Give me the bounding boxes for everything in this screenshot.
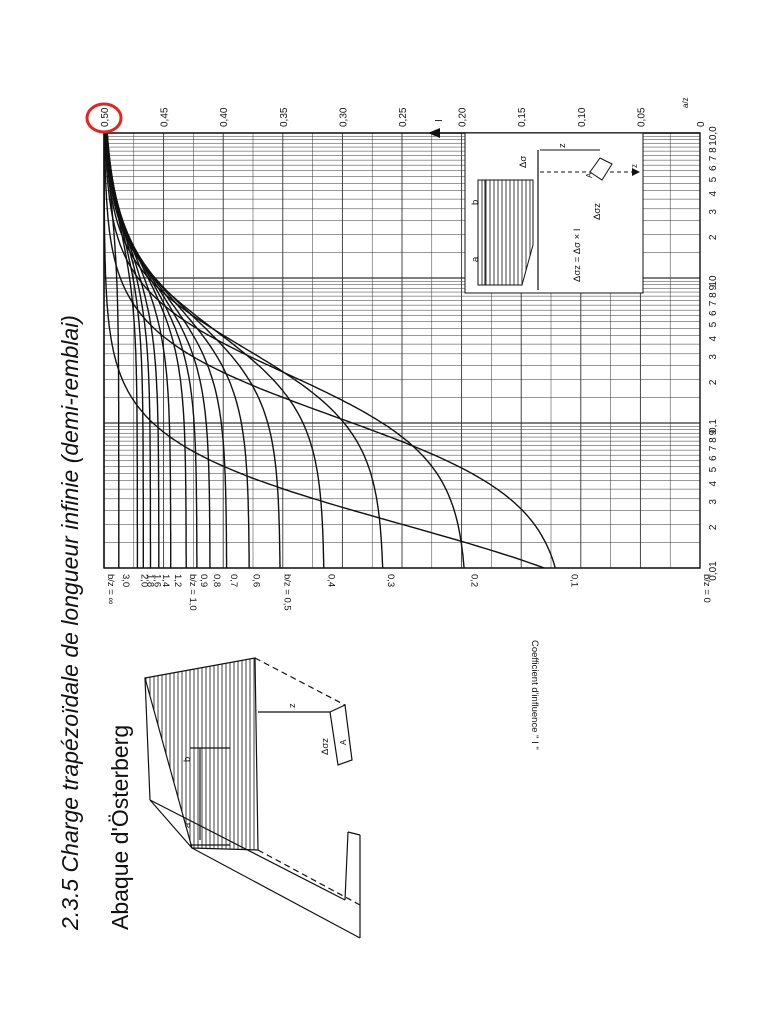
- series-label: b/z = 0: [701, 574, 712, 603]
- x-tick-label: 8: [708, 147, 719, 153]
- inset-label-b: b: [470, 200, 481, 205]
- y-axis-arrowhead: [428, 128, 440, 138]
- x-tick-label: 5: [708, 321, 719, 327]
- x-tick-label: 6: [708, 165, 719, 171]
- series-line: [105, 132, 120, 568]
- x-tick-label: 7: [708, 155, 719, 161]
- x-tick-label: 0,1: [708, 419, 719, 433]
- y-tick-label: 0,45: [160, 107, 171, 127]
- coefficient-label: Coefficient d'influence " I ": [529, 640, 540, 750]
- y-tick-label: 0,05: [636, 107, 647, 127]
- series-label: 1,6: [151, 574, 162, 587]
- series-label: b/z = ∞: [105, 574, 116, 604]
- inset-delta-sigma: Δσ: [518, 156, 529, 168]
- x-tick-label: 4: [708, 335, 719, 341]
- embankment-3d-figure: [144, 657, 361, 939]
- series-label: 3,0: [120, 574, 131, 587]
- series-label: b/z = 0,5: [281, 574, 292, 611]
- series-line: [105, 132, 281, 568]
- x-tick-label: 4: [708, 190, 719, 196]
- y-tick-label: 0,20: [458, 107, 469, 127]
- y-axis-label: I: [434, 119, 445, 122]
- x-tick-label: 3: [708, 354, 719, 360]
- x-tick-label: 3: [708, 209, 719, 215]
- inset-diagram: [464, 132, 644, 294]
- y-tick-label: 0,10: [577, 107, 588, 127]
- x-tick-label: 0,01: [708, 561, 719, 581]
- series-label: 1,2: [172, 574, 183, 587]
- y-tick-label: 0: [696, 121, 707, 127]
- y-tick-label: 0,25: [398, 107, 409, 127]
- x-tick-label: 5: [708, 466, 719, 472]
- x-tick-label: 5: [708, 176, 719, 182]
- y-tick-labels: 0 0,05 0,10 0,15 0,20 0,25 0,30 0,35 0,40 0,45 0,5…: [100, 107, 707, 127]
- series-label: 0,1: [569, 574, 580, 587]
- x-tick-label: 8: [708, 437, 719, 443]
- x-axis-label-text: a/z: [681, 97, 690, 108]
- x-tick-label: 6: [708, 310, 719, 316]
- y-tick-label: 0,40: [219, 107, 230, 127]
- series-line: [105, 132, 325, 569]
- x-tick-label: 7: [708, 445, 719, 451]
- series-line: [105, 132, 384, 569]
- y-tick-label: 0,50: [100, 107, 111, 127]
- x-tick-label: 8: [708, 292, 719, 298]
- series-label: 0,7: [228, 574, 239, 587]
- section-title: 2.3.5 Charge trapézoïdale de longueur in…: [57, 315, 83, 931]
- series-line: [104, 132, 465, 569]
- figure-label-point: A: [339, 739, 348, 745]
- series-label: b/z = 1,0: [187, 574, 198, 611]
- series-label: 0,3: [385, 574, 396, 587]
- series-label: 0,2: [469, 574, 480, 587]
- inset-label-z: z: [557, 143, 568, 148]
- series-label: 1,4: [160, 574, 171, 587]
- x-tick-label: 2: [708, 234, 719, 240]
- figure-label-b: b: [182, 757, 193, 762]
- series-line: [103, 132, 556, 569]
- x-tick-label: 2: [708, 379, 719, 385]
- inset-label-z-arrow: z: [630, 164, 639, 168]
- figure-label-z: z: [287, 703, 298, 708]
- figure-label-delta-sigma-z: Δσz: [320, 738, 331, 755]
- subtitle: Abaque d'Österberg: [107, 725, 133, 930]
- x-axis-label: a/z: [681, 97, 690, 108]
- series-label: 2,0: [138, 574, 149, 587]
- inset-point-a: A: [585, 172, 594, 178]
- series-label: 0,4: [326, 574, 337, 587]
- x-tick-label: 10: [708, 275, 719, 287]
- chart-frame: [103, 132, 701, 569]
- series-label: 0,8: [211, 574, 222, 587]
- highlight-circle: [85, 102, 123, 134]
- series-label: 1,8: [144, 574, 155, 587]
- y-tick-label: 0,35: [279, 107, 290, 127]
- y-tick-label: 0,15: [517, 107, 528, 127]
- series-label: 0,6: [250, 574, 261, 587]
- series-line: [105, 132, 228, 568]
- x-tick-label: 4: [708, 480, 719, 486]
- series-labels: b/z = ∞ 3,0 2,01,81,61,4 1,2 b/z = 1,0 0,9 0,8…: [105, 574, 712, 611]
- figure-label-a: a: [182, 822, 193, 828]
- x-tick-label: 9: [708, 429, 719, 435]
- x-tick-label: 6: [708, 455, 719, 461]
- inset-formula: Δσz = Δσ × I: [572, 229, 583, 282]
- inset-delta-sigma-z: Δσz: [592, 203, 603, 220]
- y-tick-label: 0,30: [338, 107, 349, 127]
- x-tick-label: 3: [708, 499, 719, 505]
- x-tick-label: 9: [708, 284, 719, 290]
- x-tick-label: 2: [708, 524, 719, 530]
- series-label: 0,9: [198, 574, 209, 587]
- x-tick-label: 10,0: [708, 126, 719, 146]
- inset-label-a: a: [470, 256, 481, 262]
- x-tick-label: 7: [708, 300, 719, 306]
